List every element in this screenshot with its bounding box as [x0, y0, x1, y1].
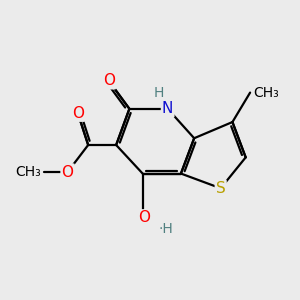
Text: O: O	[103, 73, 115, 88]
Text: N: N	[162, 101, 173, 116]
Text: ·H: ·H	[159, 222, 174, 236]
Text: O: O	[72, 106, 84, 121]
Text: O: O	[61, 165, 74, 180]
Text: S: S	[216, 181, 226, 196]
Text: CH₃: CH₃	[15, 165, 41, 179]
Text: O: O	[138, 210, 150, 225]
Text: CH₃: CH₃	[253, 85, 279, 100]
Text: H: H	[154, 86, 164, 100]
